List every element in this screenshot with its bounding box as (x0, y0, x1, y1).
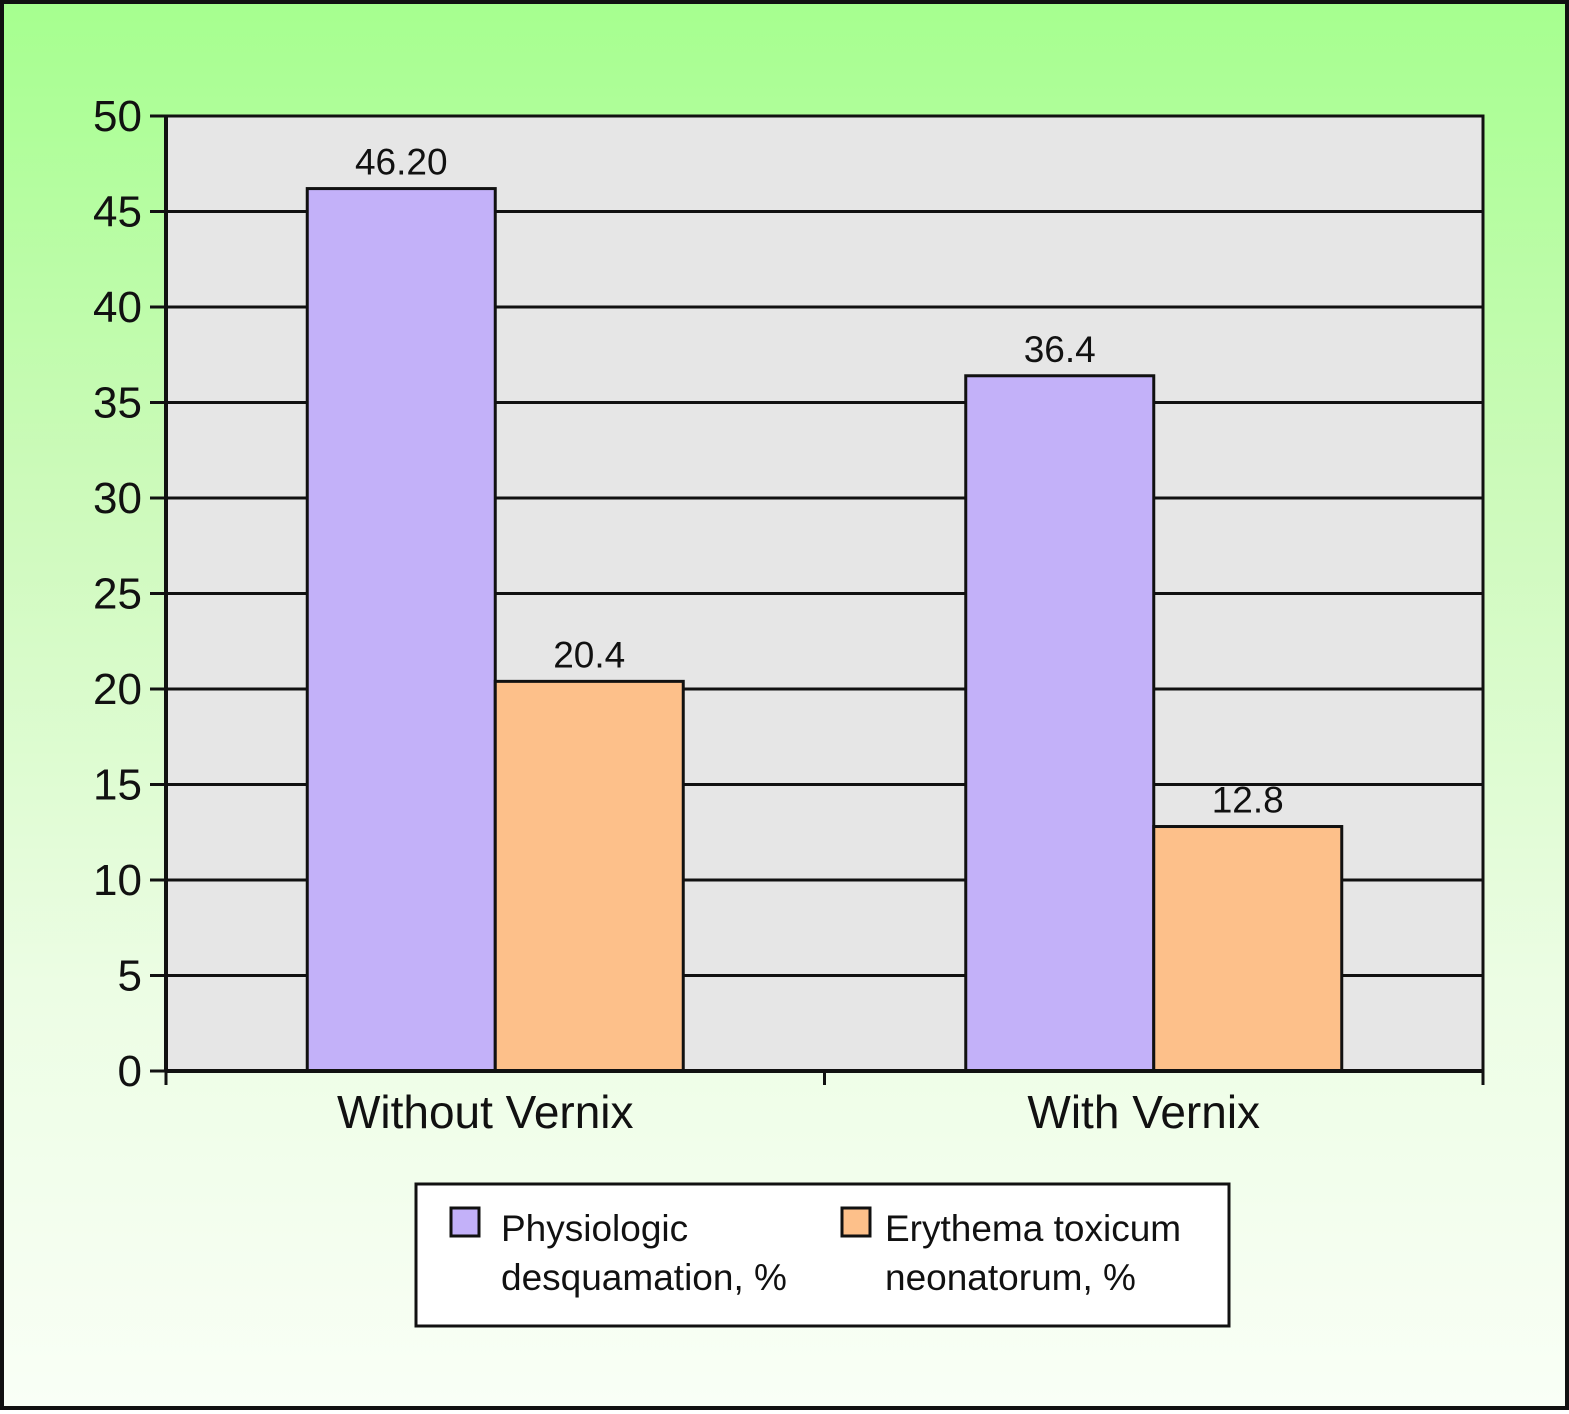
legend-swatch-erythema (840, 1206, 872, 1238)
data-label: 12.8 (1212, 780, 1284, 821)
y-tick-label: 10 (93, 856, 142, 905)
legend-label-erythema-line1: Erythema toxicum (885, 1208, 1181, 1249)
data-label: 20.4 (553, 634, 625, 675)
x-category-label: Without Vernix (337, 1086, 634, 1138)
bar-series-1-cat-1 (1152, 825, 1344, 1073)
y-tick-label: 20 (93, 665, 142, 714)
bar-series-0-cat-1 (964, 374, 1156, 1073)
legend-label-physiologic-line1: Physiologic (501, 1208, 688, 1249)
y-tick-label: 40 (93, 283, 142, 332)
data-label: 46.20 (355, 142, 448, 183)
legend-label-erythema-line2: neonatorum, % (885, 1257, 1136, 1298)
legend-label-physiologic-line2: desquamation, % (501, 1257, 787, 1298)
y-tick-label: 0 (118, 1047, 142, 1096)
y-tick-label: 50 (93, 92, 142, 141)
y-tick-label: 45 (93, 188, 142, 237)
x-axis: Without Vernix With Vernix (164, 1069, 1485, 1138)
data-label: 36.4 (1024, 329, 1096, 370)
x-category-label: With Vernix (1027, 1086, 1260, 1138)
bar-series-1-cat-0 (493, 679, 685, 1073)
y-tick-label: 35 (93, 379, 142, 428)
bar-series-0-cat-0 (305, 187, 497, 1073)
y-tick-label: 30 (93, 474, 142, 523)
legend: Physiologic desquamation, % Erythema tox… (414, 1182, 1231, 1328)
legend-swatch-physiologic (449, 1206, 481, 1238)
legend-box (414, 1182, 1231, 1328)
bars: 46.20 36.4 20.4 12.8 (305, 142, 1344, 1073)
y-tick-label: 25 (93, 570, 142, 619)
bar-chart: 0 5 10 15 20 25 30 35 40 45 50 46.20 36.4 20.4 12.8 W… (93, 92, 1485, 1328)
y-tick-label: 5 (118, 952, 142, 1001)
y-tick-label: 15 (93, 761, 142, 810)
